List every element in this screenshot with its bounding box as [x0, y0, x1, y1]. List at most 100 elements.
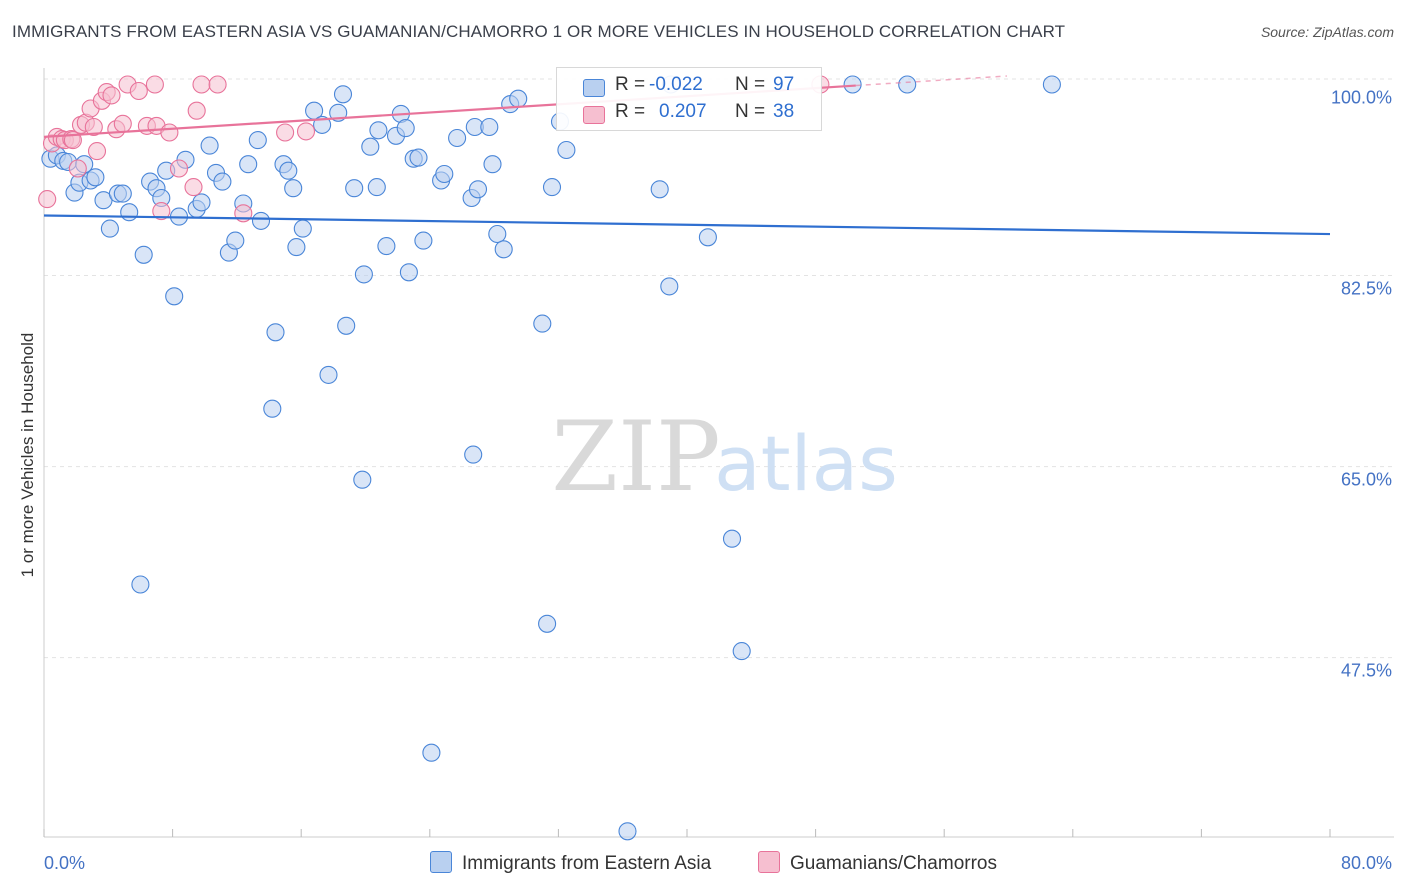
y-tick-label-100: 100.0%: [1330, 87, 1392, 108]
data-point-eastern-asia: [468, 180, 488, 199]
data-point-eastern-asia: [251, 211, 271, 230]
data-point-eastern-asia: [131, 575, 150, 594]
data-point-guamanian: [87, 142, 107, 161]
stats-box: R = -0.022 N = 97 R = 0.207 N = 38: [556, 67, 822, 131]
data-point-eastern-asia: [377, 237, 396, 256]
stats-r-value: -0.022: [649, 74, 703, 95]
data-point-eastern-asia: [279, 161, 298, 180]
data-point-eastern-asia: [113, 184, 132, 203]
data-point-eastern-asia: [200, 136, 219, 155]
data-point-eastern-asia: [100, 219, 119, 238]
data-point-guamanian: [38, 190, 57, 209]
data-point-guamanian: [84, 117, 103, 137]
stats-r-value: 0.207: [659, 101, 707, 122]
trend-line-eastern-asia: [43, 214, 1331, 236]
data-point-eastern-asia: [698, 228, 717, 247]
data-point-guamanian: [152, 202, 171, 221]
data-point-eastern-asia: [293, 219, 312, 238]
data-point-eastern-asia: [337, 316, 356, 335]
legend-swatch-blue: [430, 851, 452, 873]
data-point-eastern-asia: [542, 178, 562, 197]
data-point-eastern-asia: [226, 231, 245, 250]
data-point-guamanian: [160, 123, 179, 142]
data-point-eastern-asia: [483, 155, 502, 174]
legend-item-guamanian[interactable]: Guamanians/Chamorros: [758, 851, 997, 875]
stats-swatch-pink: [583, 106, 605, 124]
stats-n-label: N =: [735, 74, 766, 95]
data-point-eastern-asia: [732, 642, 751, 661]
data-point-eastern-asia: [353, 470, 372, 489]
data-point-eastern-asia: [120, 203, 139, 222]
watermark-atlas: atlas: [714, 419, 898, 508]
data-point-eastern-asia: [843, 75, 862, 94]
watermark-zip: ZIP: [551, 401, 720, 513]
stats-n-value: 38: [773, 101, 795, 122]
data-point-eastern-asia: [480, 117, 499, 137]
series-guamanian-points: [38, 75, 830, 223]
data-point-eastern-asia: [354, 265, 373, 284]
legend-label: Immigrants from Eastern Asia: [462, 853, 712, 874]
data-point-eastern-asia: [287, 238, 306, 257]
data-point-eastern-asia: [263, 399, 282, 418]
data-point-eastern-asia: [533, 314, 552, 333]
data-point-eastern-asia: [898, 75, 917, 94]
data-point-eastern-asia: [134, 245, 153, 264]
trend-line-guamanian-extension: [855, 75, 1007, 87]
data-point-guamanian: [145, 75, 164, 94]
data-point-eastern-asia: [361, 137, 380, 156]
legend-item-eastern-asia[interactable]: Immigrants from Eastern Asia: [430, 851, 711, 875]
data-point-guamanian: [192, 75, 211, 94]
data-point-eastern-asia: [86, 168, 105, 187]
data-point-eastern-asia: [369, 121, 388, 140]
data-point-guamanian: [102, 86, 121, 105]
data-point-eastern-asia: [538, 614, 557, 633]
data-point-eastern-asia: [213, 172, 232, 191]
data-point-guamanian: [187, 101, 206, 120]
data-point-eastern-asia: [494, 240, 513, 259]
series-eastern-asia-points: [41, 75, 1061, 841]
data-point-eastern-asia: [319, 365, 338, 384]
stats-n-value: 97: [773, 74, 795, 95]
stats-r-label: R =: [615, 101, 646, 122]
data-point-guamanian: [68, 159, 87, 178]
data-point-eastern-asia: [618, 822, 637, 841]
data-point-eastern-asia: [414, 231, 433, 250]
stats-r-label: R =: [615, 74, 646, 95]
data-point-eastern-asia: [557, 140, 576, 160]
data-point-guamanian: [184, 178, 203, 197]
data-point-eastern-asia: [248, 131, 267, 150]
data-point-eastern-asia: [488, 224, 507, 244]
data-point-eastern-asia: [409, 148, 428, 167]
data-point-eastern-asia: [396, 119, 415, 138]
data-point-eastern-asia: [422, 743, 441, 762]
y-tick-label-65: 65.0%: [1340, 469, 1392, 490]
data-point-guamanian: [113, 114, 132, 133]
y-tick-label-47-5: 47.5%: [1340, 660, 1392, 681]
data-point-eastern-asia: [399, 263, 418, 282]
data-point-eastern-asia: [266, 323, 285, 342]
source-credit: Source: ZipAtlas.com: [1260, 24, 1394, 40]
legend-label: Guamanians/Chamorros: [790, 853, 997, 874]
data-point-eastern-asia: [660, 277, 679, 296]
data-point-eastern-asia: [509, 89, 528, 108]
data-point-eastern-asia: [333, 85, 353, 104]
stats-swatch-blue: [583, 79, 605, 97]
data-point-guamanian: [276, 123, 295, 142]
chart-title: IMMIGRANTS FROM EASTERN ASIA VS GUAMANIA…: [12, 22, 1066, 41]
data-point-guamanian: [129, 81, 148, 101]
data-point-eastern-asia: [722, 529, 742, 548]
data-point-eastern-asia: [192, 193, 211, 212]
x-tick-label-min: 0.0%: [44, 853, 86, 873]
stats-row-eastern-asia: R = -0.022 N = 97: [557, 74, 821, 100]
data-point-eastern-asia: [435, 164, 454, 184]
legend-swatch-pink: [758, 851, 780, 873]
data-point-eastern-asia: [345, 179, 364, 198]
y-tick-label-82-5: 82.5%: [1340, 278, 1392, 299]
data-point-eastern-asia: [239, 155, 258, 174]
data-point-eastern-asia: [367, 178, 386, 197]
data-point-guamanian: [208, 75, 227, 94]
data-point-eastern-asia: [464, 445, 483, 464]
stats-row-guamanian: R = 0.207 N = 38: [557, 101, 821, 127]
data-point-eastern-asia: [284, 179, 303, 198]
